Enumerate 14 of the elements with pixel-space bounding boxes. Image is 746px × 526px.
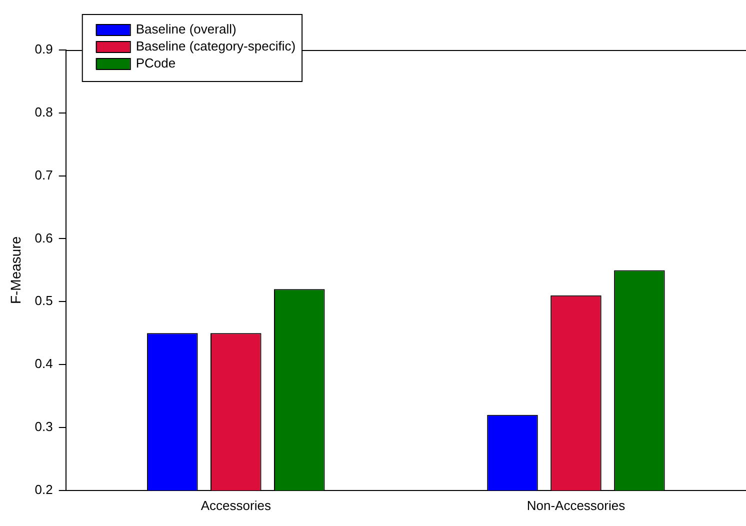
y-tick-label: 0.2 (34, 482, 53, 497)
y-tick-label: 0.6 (34, 230, 53, 246)
y-tick-label: 0.8 (34, 104, 53, 120)
x-tick-label: Accessories (200, 498, 272, 513)
y-tick-label: 0.7 (34, 167, 53, 182)
y-tick-label: 0.5 (34, 293, 53, 308)
x-tick-label: Non-Accessories (526, 498, 626, 513)
legend-label: Baseline (category-specific) (136, 38, 296, 54)
y-tick-label: 0.3 (34, 419, 53, 434)
legend-label: PCode (136, 56, 176, 71)
y-tick-label: 0.4 (34, 356, 53, 372)
legend-label: Baseline (overall) (136, 22, 236, 37)
y-axis-title: F-Measure (7, 236, 24, 304)
y-tick-label: 0.9 (34, 42, 53, 57)
